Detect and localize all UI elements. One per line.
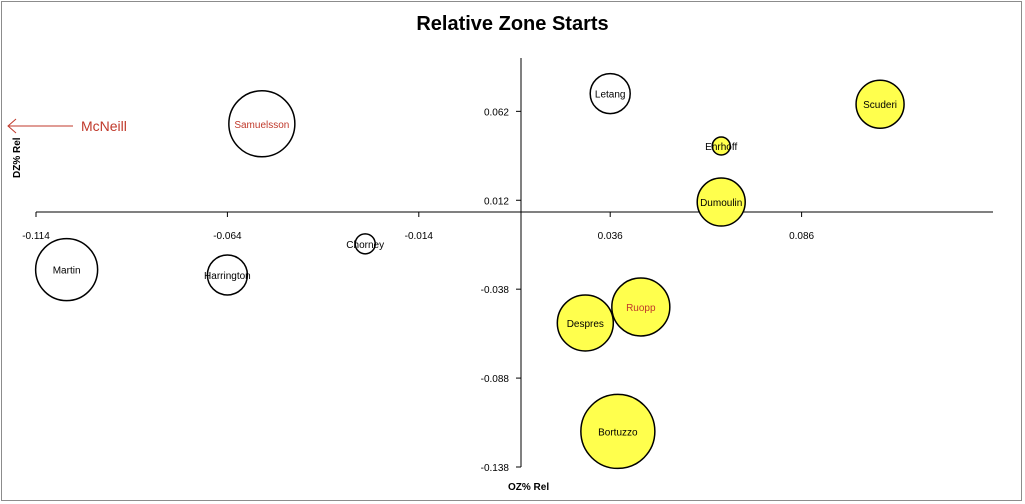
annotation-label: McNeill bbox=[81, 118, 127, 134]
bubble-dumoulin bbox=[696, 177, 746, 227]
bubble-ruopp bbox=[611, 277, 671, 337]
bubble-scuderi bbox=[855, 79, 905, 129]
y-tick-label: 0.062 bbox=[484, 107, 509, 118]
bubble-label: Bortuzzo bbox=[598, 427, 638, 438]
chart-title: Relative Zone Starts bbox=[416, 13, 609, 35]
x-tick-label: 0.036 bbox=[598, 231, 623, 242]
bubble-label: Despres bbox=[567, 319, 604, 330]
bubble-chorney bbox=[354, 233, 376, 255]
x-tick-label: 0.086 bbox=[789, 231, 814, 242]
y-tick-label: -0.138 bbox=[481, 463, 510, 474]
bubble-samuelsson bbox=[228, 90, 296, 158]
x-tick-label: -0.014 bbox=[405, 231, 434, 242]
bubble-ehrhoff bbox=[711, 136, 731, 156]
y-tick-label: -0.038 bbox=[481, 285, 510, 296]
y-tick-label: 0.012 bbox=[484, 196, 509, 207]
bubble-label: Ruopp bbox=[626, 303, 656, 314]
bubble-letang bbox=[589, 72, 631, 115]
bubble-label: Dumoulin bbox=[700, 198, 742, 209]
bubble-martin bbox=[34, 237, 99, 302]
bubble-label: Martin bbox=[53, 266, 81, 277]
bubble-label: Scuderi bbox=[863, 100, 897, 111]
bubble-label: Harrington bbox=[204, 271, 251, 282]
bubble-label: Ehrhoff bbox=[705, 142, 737, 153]
bubble-label: Letang bbox=[595, 90, 626, 101]
bubble-label: Samuelsson bbox=[234, 120, 289, 131]
y-tick-label: -0.088 bbox=[481, 374, 510, 385]
x-axis-label: OZ% Rel bbox=[508, 482, 550, 493]
bubble-despres bbox=[556, 294, 615, 352]
bubble-bortuzzo bbox=[580, 393, 656, 470]
arrow-left-icon bbox=[7, 118, 17, 134]
x-tick-label: -0.114 bbox=[22, 231, 50, 242]
bubble-harrington bbox=[206, 254, 249, 296]
bubble-label: Chorney bbox=[346, 240, 384, 251]
x-tick-label: -0.064 bbox=[213, 231, 242, 242]
